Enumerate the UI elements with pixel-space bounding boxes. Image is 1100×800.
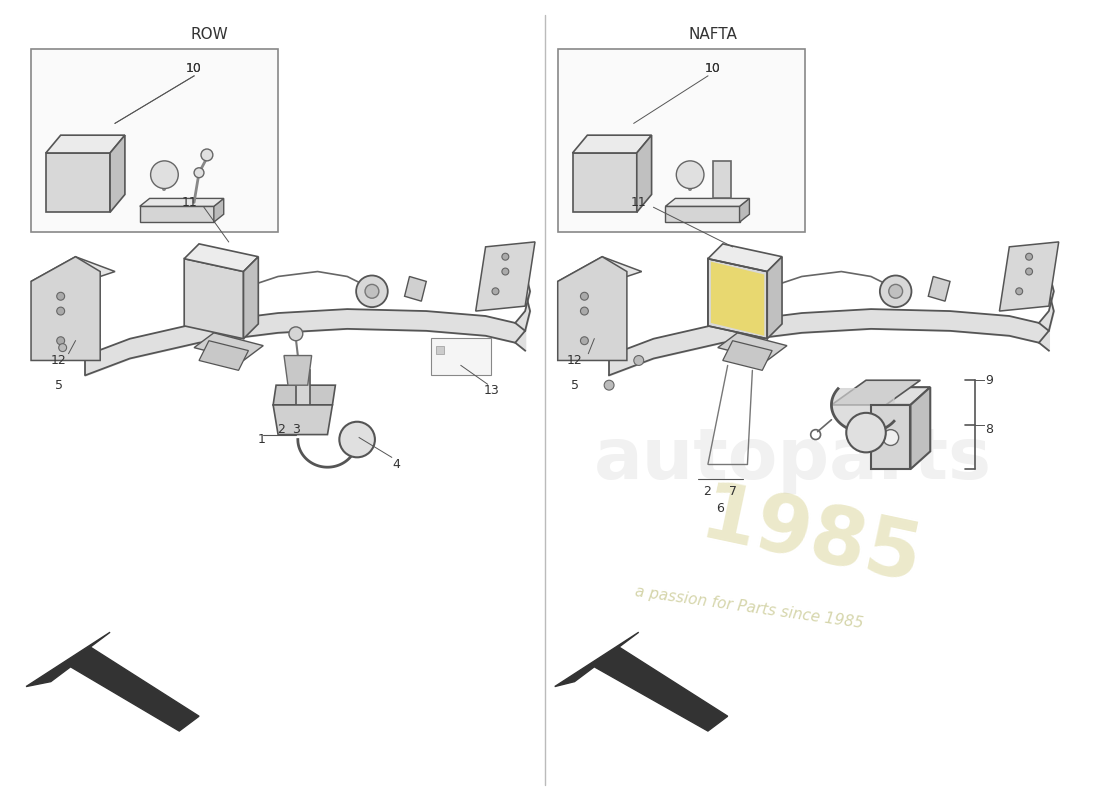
Polygon shape: [213, 198, 223, 222]
Polygon shape: [194, 333, 263, 361]
Text: 6: 6: [716, 502, 724, 515]
Circle shape: [676, 161, 704, 189]
Circle shape: [57, 307, 65, 315]
Circle shape: [57, 292, 65, 300]
Polygon shape: [554, 632, 728, 731]
Bar: [31, 50, 278, 232]
Polygon shape: [572, 135, 651, 153]
Text: 4: 4: [393, 458, 400, 470]
Circle shape: [289, 327, 302, 341]
Circle shape: [581, 307, 589, 315]
Circle shape: [356, 275, 388, 307]
Circle shape: [151, 161, 178, 189]
Text: 13: 13: [484, 384, 499, 397]
Circle shape: [634, 355, 643, 366]
Text: 12: 12: [51, 354, 67, 367]
Circle shape: [365, 284, 378, 298]
Polygon shape: [140, 206, 213, 222]
Circle shape: [58, 344, 67, 351]
Text: 2: 2: [703, 486, 711, 498]
Polygon shape: [199, 341, 249, 370]
Text: 10: 10: [186, 62, 202, 75]
Polygon shape: [46, 153, 110, 212]
Text: 5: 5: [571, 378, 579, 392]
Circle shape: [201, 149, 213, 161]
Text: 8: 8: [986, 423, 993, 436]
Bar: [713, 161, 730, 198]
Polygon shape: [296, 370, 310, 410]
Polygon shape: [140, 198, 223, 206]
Text: 2: 2: [277, 423, 285, 436]
Bar: [437, 346, 444, 354]
Polygon shape: [558, 257, 641, 286]
Text: 3: 3: [292, 423, 300, 436]
Polygon shape: [273, 385, 336, 405]
Polygon shape: [708, 258, 767, 338]
Circle shape: [889, 284, 903, 298]
Circle shape: [194, 168, 204, 178]
Polygon shape: [911, 387, 931, 469]
Text: 11: 11: [631, 196, 647, 209]
Polygon shape: [871, 387, 931, 405]
Text: 12: 12: [566, 354, 582, 367]
Polygon shape: [405, 277, 427, 301]
Circle shape: [604, 380, 614, 390]
Circle shape: [57, 337, 65, 345]
Polygon shape: [184, 244, 258, 271]
Bar: [431, 338, 491, 375]
Polygon shape: [711, 262, 764, 336]
Circle shape: [502, 254, 509, 260]
Circle shape: [1025, 254, 1033, 260]
Polygon shape: [273, 405, 332, 434]
Polygon shape: [723, 341, 772, 370]
Circle shape: [1025, 268, 1033, 275]
Polygon shape: [666, 206, 739, 222]
Circle shape: [502, 268, 509, 275]
Polygon shape: [666, 198, 749, 206]
Text: ROW: ROW: [190, 27, 228, 42]
Polygon shape: [184, 258, 243, 338]
Polygon shape: [110, 135, 125, 212]
Polygon shape: [739, 198, 749, 222]
Polygon shape: [475, 242, 535, 311]
Text: a passion for Parts since 1985: a passion for Parts since 1985: [634, 584, 865, 631]
Polygon shape: [26, 632, 199, 731]
Polygon shape: [708, 244, 782, 271]
Polygon shape: [31, 257, 116, 286]
Text: 5: 5: [55, 378, 63, 392]
Polygon shape: [572, 153, 637, 212]
Polygon shape: [46, 135, 125, 153]
Circle shape: [492, 288, 499, 294]
Polygon shape: [284, 355, 311, 385]
Text: 10: 10: [705, 62, 720, 75]
Circle shape: [581, 337, 589, 345]
Text: NAFTA: NAFTA: [689, 27, 737, 42]
Polygon shape: [31, 257, 100, 361]
Circle shape: [880, 275, 912, 307]
Circle shape: [339, 422, 375, 458]
Text: autoparts: autoparts: [594, 425, 992, 494]
Polygon shape: [928, 277, 950, 301]
Circle shape: [581, 292, 589, 300]
Polygon shape: [832, 380, 921, 405]
Polygon shape: [1000, 242, 1058, 311]
Polygon shape: [718, 333, 786, 361]
Text: 7: 7: [728, 486, 737, 498]
Polygon shape: [637, 135, 651, 212]
Text: 1: 1: [257, 433, 265, 446]
Polygon shape: [832, 389, 894, 433]
Text: 10: 10: [186, 62, 202, 75]
Circle shape: [1015, 288, 1023, 294]
Text: 11: 11: [182, 196, 197, 209]
Bar: [558, 50, 805, 232]
Circle shape: [883, 430, 899, 446]
Text: 1985: 1985: [693, 477, 928, 600]
Polygon shape: [243, 257, 258, 338]
Polygon shape: [767, 257, 782, 338]
Text: 10: 10: [705, 62, 720, 75]
Polygon shape: [871, 405, 911, 469]
Polygon shape: [558, 257, 627, 361]
Circle shape: [846, 413, 886, 452]
Text: 9: 9: [986, 374, 993, 386]
